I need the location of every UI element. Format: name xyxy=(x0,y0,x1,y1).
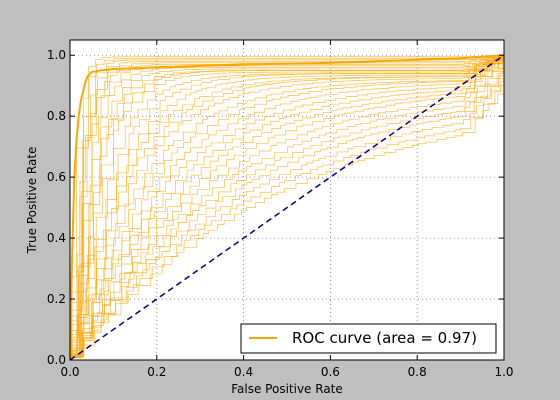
legend: ROC curve (area = 0.97) xyxy=(240,323,497,354)
class-roc-curve xyxy=(70,55,505,361)
ticks xyxy=(69,40,505,361)
legend-entry-roc: ROC curve (area = 0.97) xyxy=(292,329,477,347)
class-roc-curve xyxy=(70,55,505,361)
x-tick-label: 0.2 xyxy=(147,365,166,379)
axes-frame xyxy=(69,39,505,361)
class-roc-curve xyxy=(70,55,505,361)
x-tick-label: 0.0 xyxy=(60,365,79,379)
chance-diagonal-line xyxy=(69,54,505,361)
x-axis-label: False Positive Rate xyxy=(231,382,343,396)
x-tick-label: 0.6 xyxy=(321,365,340,379)
class-roc-curve xyxy=(70,55,505,361)
class-roc-curve xyxy=(70,55,505,361)
class-roc-curve xyxy=(70,55,505,361)
y-axis-label: True Positive Rate xyxy=(25,147,39,255)
class-roc-curve xyxy=(70,55,505,361)
legend-box xyxy=(240,323,497,354)
class-roc-curve xyxy=(70,55,505,361)
y-tick-label: 0.0 xyxy=(47,353,66,367)
class-roc-curve xyxy=(70,55,505,361)
class-roc-curve xyxy=(70,55,505,361)
x-tick-label: 0.8 xyxy=(408,365,427,379)
class-roc-curve xyxy=(70,55,505,361)
class-roc-curve xyxy=(70,55,505,361)
grid xyxy=(70,40,504,360)
main-series xyxy=(69,54,505,361)
class-roc-curve xyxy=(70,55,505,361)
class-roc-curve xyxy=(70,55,505,361)
class-roc-curve xyxy=(70,55,505,361)
class-roc-curve xyxy=(70,55,505,361)
y-tick-label: 1.0 xyxy=(47,48,66,62)
tick-labels: 0.0 0.2 0.4 0.6 0.8 1.0 0.0 0.2 0.4 0.6 0.8 1.0 xyxy=(47,48,514,379)
class-roc-curve xyxy=(70,55,505,361)
class-roc-curve xyxy=(70,55,505,361)
y-tick-label: 0.6 xyxy=(47,170,66,184)
class-roc-curve xyxy=(70,55,505,361)
y-tick-label: 0.8 xyxy=(47,109,66,123)
class-roc-curve xyxy=(70,55,505,361)
x-tick-label: 0.4 xyxy=(234,365,253,379)
y-tick-label: 0.2 xyxy=(47,292,66,306)
y-tick-label: 0.4 xyxy=(47,231,66,245)
x-tick-label: 1.0 xyxy=(494,365,513,379)
class-roc-curve xyxy=(70,55,505,361)
class-roc-curve xyxy=(70,55,505,361)
class-roc-curve xyxy=(70,55,505,361)
class-roc-curve xyxy=(70,55,505,361)
class-roc-curve xyxy=(70,55,505,361)
roc-curve-line xyxy=(69,54,505,361)
